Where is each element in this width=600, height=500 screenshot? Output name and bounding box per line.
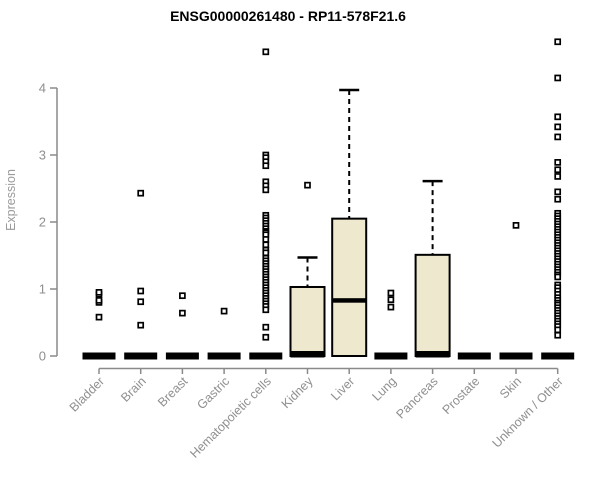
outlier-point (179, 309, 186, 317)
outlier-point (554, 195, 562, 203)
y-tick-label: 0 (39, 349, 46, 364)
outlier-point (387, 303, 395, 311)
outlier-point (554, 326, 562, 334)
y-tick-label: 4 (39, 81, 46, 96)
x-category-label: Prostate (440, 374, 483, 417)
box-group-liver (331, 88, 368, 357)
outlier-point (262, 162, 270, 170)
box-group-lung (374, 289, 408, 360)
zero-bar (207, 352, 241, 360)
zero-bar (499, 352, 533, 360)
outlier-point (262, 323, 270, 331)
box-group-unknown-other (541, 38, 575, 360)
box-group-kidney (289, 181, 326, 358)
outlier-point (137, 287, 145, 295)
x-category-label: Liver (328, 374, 357, 403)
median-line (332, 298, 367, 303)
zero-bar (457, 352, 491, 360)
median-line (290, 351, 325, 358)
outlier-point (262, 236, 270, 243)
outlier-point (554, 188, 562, 196)
y-tick-label: 3 (39, 148, 46, 163)
x-category-label: Hematopoietic cells (187, 374, 274, 461)
x-category-label: Unknown / Other (490, 374, 566, 450)
zero-bar (249, 352, 283, 360)
box-group-bladder (82, 289, 116, 360)
outlier-point (262, 186, 270, 194)
outlier-point (95, 289, 103, 296)
outlier-point (262, 48, 270, 56)
outlier-point (554, 123, 562, 131)
outlier-point (262, 241, 270, 249)
outlier-point (179, 292, 186, 300)
x-category-label: Bladder (67, 374, 107, 414)
outlier-point (387, 289, 395, 297)
box-group-prostate (457, 352, 491, 360)
x-category-label: Kidney (279, 374, 316, 411)
zero-bar (82, 352, 116, 360)
x-category-label: Gastric (194, 374, 232, 412)
zero-bar (541, 352, 575, 360)
outlier-point (387, 296, 395, 304)
outlier-point (262, 333, 270, 341)
outlier-point (262, 306, 270, 314)
axes: 0 1 2 3 4 Bladder Brain Breast GastricHematopoie… (39, 81, 566, 461)
outlier-point (512, 222, 520, 229)
outlier-point (95, 297, 103, 304)
y-tick-label: 1 (39, 282, 46, 297)
outlier-point (554, 159, 562, 166)
outlier-point (137, 321, 145, 329)
outlier-point (95, 313, 103, 321)
outlier-point (554, 113, 562, 121)
outlier-point (220, 307, 228, 315)
box-group-pancreas (414, 179, 451, 358)
chart-title: ENSG00000261480 - RP11-578F21.6 (170, 8, 406, 24)
box-rect (414, 253, 451, 357)
box-group-gastric (207, 307, 241, 360)
box-series (82, 38, 575, 360)
box-group-breast (165, 292, 199, 360)
zero-bar (165, 352, 199, 360)
x-category-label: Breast (155, 374, 191, 410)
box-rect (289, 285, 326, 357)
x-category-label: Lung (369, 374, 399, 404)
outlier-point (137, 298, 145, 306)
outlier-point (554, 331, 562, 339)
outlier-point (554, 38, 562, 46)
outlier-point (304, 181, 311, 189)
outlier-point (554, 173, 562, 180)
outlier-point (554, 273, 562, 281)
outlier-point (554, 166, 562, 174)
outlier-point (262, 249, 270, 257)
box-group-hematopoietic-cells (249, 48, 283, 360)
outlier-point (554, 74, 562, 82)
x-category-label: Brain (118, 374, 149, 405)
x-category-label: Pancreas (393, 374, 440, 421)
zero-bar (374, 352, 408, 360)
y-tick-label: 2 (39, 215, 46, 230)
box-rect (331, 217, 368, 357)
box-group-skin (499, 222, 533, 360)
median-line (415, 351, 450, 358)
outlier-point (137, 189, 145, 197)
box-group-brain (124, 189, 158, 360)
x-category-label: Skin (497, 374, 524, 401)
outlier-point (554, 133, 562, 141)
zero-bar (124, 352, 158, 360)
y-axis-label: Expression (4, 169, 18, 231)
